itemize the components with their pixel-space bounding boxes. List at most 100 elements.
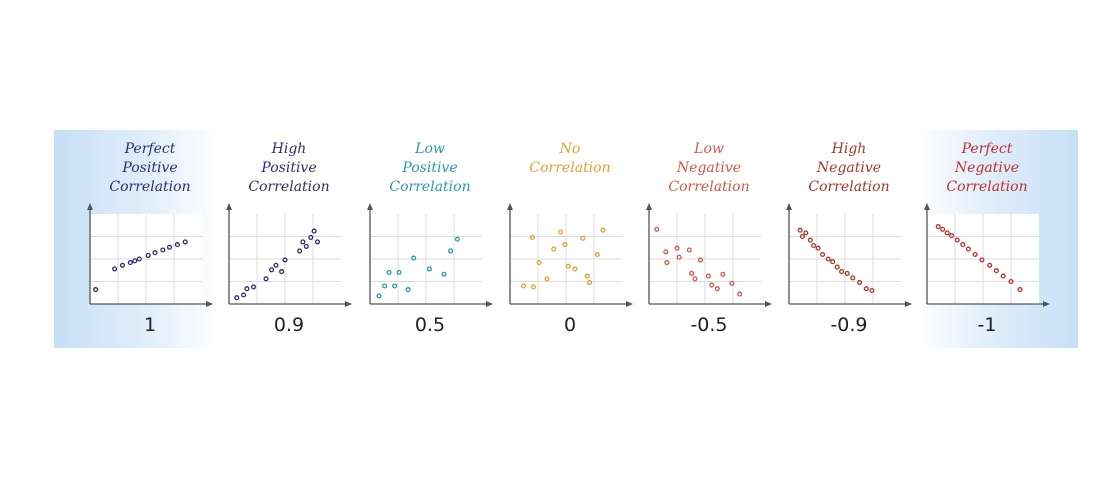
data-point [979, 257, 985, 263]
data-point [166, 244, 173, 250]
data-point [600, 227, 606, 233]
data-point [119, 262, 126, 268]
data-point [815, 245, 821, 251]
y-axis-arrow [226, 203, 232, 210]
data-point [797, 227, 803, 233]
data-point [411, 255, 417, 261]
data-point [93, 287, 99, 293]
data-point [799, 233, 805, 240]
chart-title: Low Negative Correlation [668, 141, 750, 195]
chart-panel-2: High Positive Correlation 0.9 [219, 130, 359, 348]
data-point [825, 256, 831, 262]
data-point [857, 279, 863, 285]
data-point [565, 263, 571, 269]
data-point [692, 276, 698, 282]
data-point [811, 242, 817, 249]
data-point [426, 266, 432, 272]
data-point [844, 270, 850, 276]
data-point [697, 257, 704, 263]
data-point [664, 260, 670, 266]
data-point [674, 245, 680, 251]
data-point [269, 267, 275, 273]
data-point [1017, 287, 1023, 293]
correlation-coefficient: 0.5 [414, 314, 446, 336]
data-point [820, 251, 826, 258]
x-axis-arrow [345, 301, 352, 307]
data-point [376, 293, 382, 299]
data-point [454, 236, 460, 242]
data-point [273, 262, 279, 268]
scatter-plot [87, 203, 213, 307]
data-point [803, 230, 809, 236]
data-point [839, 269, 845, 275]
data-point [182, 239, 188, 245]
data-point [557, 229, 563, 235]
data-point [689, 270, 695, 276]
data-point [572, 266, 578, 272]
data-point [580, 235, 586, 241]
scatter-plot [924, 203, 1050, 307]
data-point [1000, 273, 1006, 279]
data-point [965, 246, 971, 252]
data-point [551, 246, 557, 252]
chart-panel-1: Perfect Positive Correlation 1 [80, 130, 220, 348]
data-point [960, 242, 966, 248]
scatter-plot [367, 203, 493, 307]
data-point [244, 286, 250, 292]
data-point [729, 280, 735, 286]
chart-title: Low Positive Correlation [389, 141, 471, 195]
correlation-coefficient: 1 [143, 314, 157, 336]
scatter-plot [786, 203, 912, 307]
data-point [145, 252, 151, 258]
data-point [112, 266, 118, 272]
data-point [152, 250, 158, 256]
correlation-strip: Perfect Positive Correlation 1 High Positi… [54, 130, 1078, 348]
chart-title: Perfect Negative Correlation [946, 141, 1028, 195]
data-point [282, 257, 288, 263]
data-point [386, 269, 392, 276]
data-point [263, 276, 269, 282]
data-point [940, 226, 946, 232]
chart-panel-3: Low Positive Correlation 0.5 [360, 130, 500, 348]
y-axis-arrow [786, 203, 792, 210]
chart-title: High Positive Correlation [248, 141, 330, 195]
correlation-coefficient: -0.9 [830, 314, 868, 336]
y-axis-arrow [507, 203, 513, 210]
chart-panel-6: High Negative Correlation -0.9 [779, 130, 919, 348]
data-point [136, 256, 142, 262]
data-point [949, 233, 955, 239]
data-point [1008, 278, 1014, 285]
scatter-plot [507, 203, 633, 307]
x-axis-arrow [486, 301, 493, 307]
data-point [174, 242, 180, 248]
x-axis-arrow [765, 301, 772, 307]
chart-title: Perfect Positive Correlation [109, 141, 191, 195]
y-axis-arrow [367, 203, 373, 210]
data-point [396, 269, 402, 276]
data-point [720, 271, 726, 277]
data-point [869, 287, 875, 294]
data-point [448, 248, 454, 254]
chart-panel-5: Low Negative Correlation -0.5 [639, 130, 779, 348]
scatter-plot [226, 203, 352, 307]
correlation-coefficient: -0.5 [690, 314, 728, 336]
data-point [987, 262, 993, 268]
data-point [234, 295, 240, 301]
data-point [834, 264, 840, 270]
data-point [686, 247, 692, 253]
data-point [251, 284, 257, 290]
data-point [300, 239, 306, 245]
correlation-coefficient: 0.9 [273, 314, 305, 336]
data-point [405, 287, 411, 293]
data-point [308, 234, 314, 240]
data-point [586, 279, 593, 285]
x-axis-arrow [206, 301, 213, 307]
data-point [714, 286, 720, 292]
data-point [127, 260, 133, 266]
data-point [663, 249, 669, 255]
scatter-plot [646, 203, 772, 307]
data-point [863, 286, 869, 292]
data-point [654, 226, 660, 232]
data-point [241, 292, 247, 298]
data-point [830, 259, 836, 265]
